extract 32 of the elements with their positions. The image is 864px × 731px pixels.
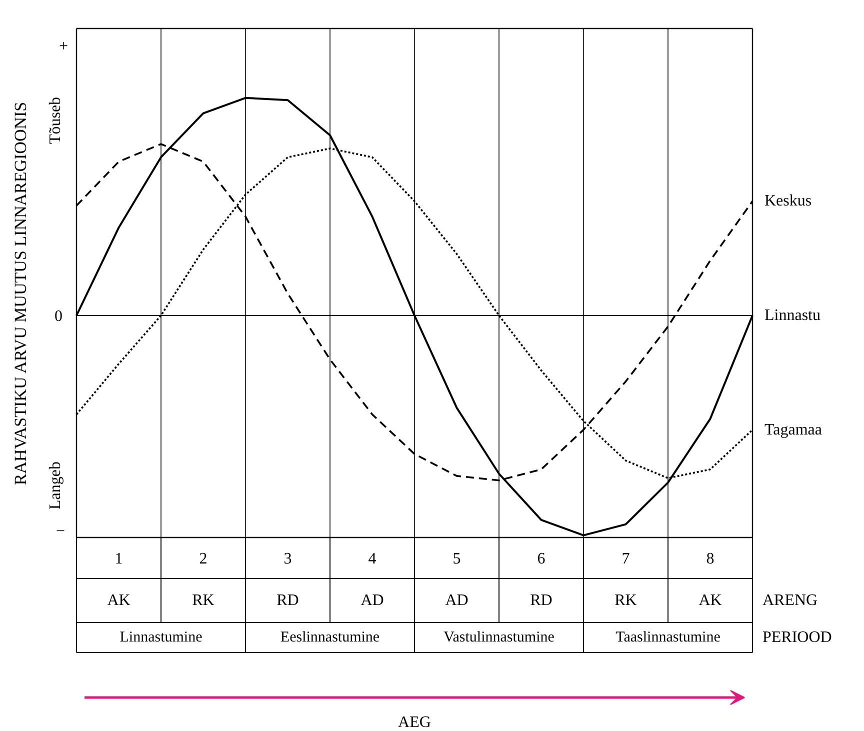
- text: 1: [114, 550, 123, 568]
- text: RK: [614, 592, 638, 609]
- series-label: Tagamaa: [764, 421, 822, 438]
- text: Tõuseb: [47, 96, 64, 144]
- text: AK: [107, 592, 131, 609]
- text: AEG: [398, 714, 432, 731]
- series-label: Linnastu: [764, 307, 820, 324]
- text: 3: [284, 550, 292, 568]
- text: Taaslinnastumine: [616, 630, 721, 646]
- y-axis-title: RAHVASTIKU ARVU MUUTUS LINNAREGIOONIS: [11, 102, 30, 486]
- text: RK: [192, 592, 215, 609]
- text: Linnastumine: [120, 630, 203, 646]
- text: AD: [445, 592, 468, 609]
- text: 6: [537, 550, 546, 568]
- text: +: [58, 38, 68, 55]
- text: 5: [452, 550, 461, 568]
- text: Vastulinnastumine: [444, 630, 555, 646]
- text: Eeslinnastumine: [280, 630, 380, 646]
- series-label: Keskus: [764, 192, 812, 210]
- text: 7: [622, 550, 630, 568]
- text: AD: [360, 592, 384, 609]
- text: 4: [368, 550, 376, 568]
- text: RD: [530, 592, 552, 609]
- text: RD: [276, 592, 299, 609]
- text: AK: [698, 592, 722, 609]
- text: Langeb: [47, 462, 64, 510]
- text: 8: [706, 550, 714, 568]
- text: −: [56, 523, 66, 540]
- text: 0: [54, 308, 62, 325]
- text: ARENG: [762, 592, 818, 609]
- text: 2: [199, 550, 208, 568]
- text: PERIOOD: [762, 629, 832, 646]
